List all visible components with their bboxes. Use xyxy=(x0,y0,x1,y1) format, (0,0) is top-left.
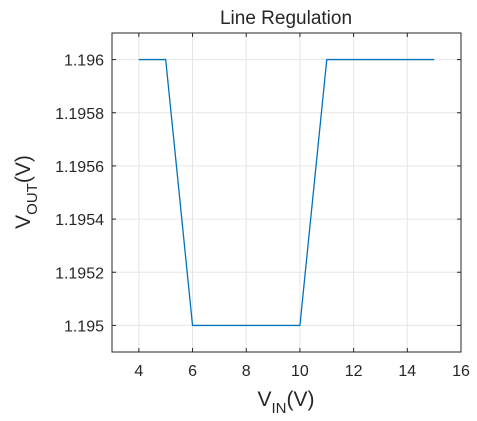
x-tick-label: 16 xyxy=(452,363,470,380)
series-line xyxy=(138,58,435,327)
y-tick-label: 1.1956 xyxy=(55,159,104,176)
y-axis-ticks: 1.195 1.1952 1.1954 1.1956 1.1958 1.196 xyxy=(55,53,461,335)
x-tick-label: 10 xyxy=(291,363,309,380)
series-group xyxy=(138,58,435,327)
x-tick-label: 6 xyxy=(188,363,197,380)
x-axis-ticks: 4 6 8 10 12 14 16 xyxy=(134,33,470,380)
y-tick-label: 1.1958 xyxy=(55,106,104,123)
x-tick-label: 8 xyxy=(242,363,251,380)
plot-frame xyxy=(111,32,462,353)
x-tick-label: 14 xyxy=(398,363,416,380)
y-axis-label-unit: (V) xyxy=(12,155,35,183)
y-tick-label: 1.196 xyxy=(64,53,104,70)
y-axis-label-subscript: OUT xyxy=(24,183,41,215)
y-tick-label: 1.195 xyxy=(64,318,104,335)
x-axis-label-main: V xyxy=(257,388,271,411)
x-tick-label: 12 xyxy=(345,363,363,380)
y-tick-label: 1.1952 xyxy=(55,265,104,282)
y-tick-label: 1.1954 xyxy=(55,212,104,229)
y-axis-label-main: V xyxy=(12,215,35,229)
x-axis-label: VIN(V) xyxy=(257,388,314,417)
chart-title: Line Regulation xyxy=(220,8,352,29)
x-axis-label-subscript: IN xyxy=(272,400,287,417)
grid-lines xyxy=(112,33,462,352)
x-tick-label: 4 xyxy=(134,363,143,380)
plot-axes xyxy=(111,32,462,353)
x-axis-label-unit: (V) xyxy=(287,388,315,411)
y-axis-label: VOUT(V) xyxy=(12,155,41,229)
